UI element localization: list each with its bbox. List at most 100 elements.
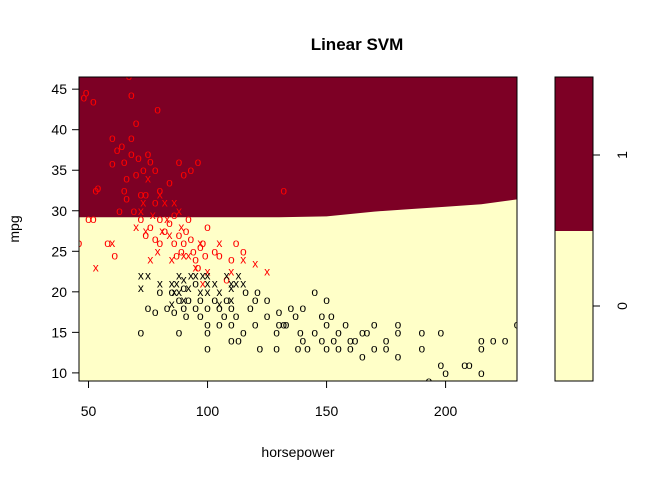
data-point-class-1: o — [166, 175, 173, 189]
data-point-class-0: x — [197, 285, 203, 299]
data-point-class-1: x — [186, 248, 192, 262]
data-point-class-1: x — [240, 252, 246, 266]
data-point-class-0: o — [359, 350, 366, 364]
data-point-class-1: o — [157, 184, 164, 198]
data-point-class-0: o — [152, 305, 159, 319]
data-point-class-0: o — [292, 309, 299, 323]
class-1-region — [79, 77, 517, 218]
data-point-class-1: o — [138, 212, 145, 226]
data-point-class-1: o — [178, 244, 185, 258]
data-point-class-1: o — [95, 181, 102, 195]
data-point-class-1: o — [195, 261, 202, 275]
data-point-class-0: o — [323, 293, 330, 307]
data-point-class-0: o — [197, 293, 204, 307]
data-point-class-0: o — [318, 334, 325, 348]
data-point-class-1: o — [180, 236, 187, 250]
data-point-class-1: x — [193, 261, 199, 275]
data-point-class-0: o — [383, 334, 390, 348]
data-point-class-1: o — [118, 139, 125, 153]
data-point-class-1: o — [223, 273, 230, 287]
data-point-class-1: x — [159, 224, 165, 238]
data-point-class-1: x — [150, 208, 156, 222]
data-point-class-1: o — [161, 224, 168, 238]
data-point-class-1: o — [228, 252, 235, 266]
data-point-class-1: o — [85, 212, 92, 226]
data-point-class-0: o — [252, 293, 259, 307]
data-point-class-0: x — [205, 285, 211, 299]
data-point-class-0: x — [228, 293, 234, 307]
data-point-class-0: o — [228, 301, 235, 315]
chart-title: Linear SVM — [311, 35, 404, 54]
data-point-class-1: o — [128, 131, 135, 145]
data-point-class-0: o — [426, 374, 433, 388]
data-point-class-1: o — [176, 155, 183, 169]
y-tick-label: 15 — [51, 324, 67, 340]
data-point-class-1: o — [135, 151, 142, 165]
data-point-class-1: o — [121, 155, 128, 169]
data-point-class-0: o — [442, 366, 449, 380]
data-point-class-1: x — [200, 277, 206, 291]
data-point-class-0: o — [197, 309, 204, 323]
data-point-class-0: o — [323, 317, 330, 331]
y-tick-label: 30 — [51, 203, 67, 219]
data-point-class-1: o — [76, 236, 83, 250]
data-point-class-1: o — [133, 116, 140, 130]
data-point-class-0: o — [283, 317, 290, 331]
data-point-class-1: o — [171, 208, 178, 222]
data-point-class-1: o — [123, 171, 130, 185]
data-point-class-0: x — [240, 277, 246, 291]
data-point-class-0: o — [323, 342, 330, 356]
data-point-class-0: o — [383, 342, 390, 356]
data-point-class-0: o — [216, 301, 223, 315]
data-point-class-1: x — [164, 212, 170, 226]
data-point-class-0: x — [224, 269, 230, 283]
data-point-class-0: o — [330, 334, 337, 348]
data-point-class-0: o — [242, 285, 249, 299]
data-point-class-1: o — [142, 228, 149, 242]
legend-border — [554, 76, 594, 382]
data-point-class-0: x — [138, 281, 144, 295]
data-point-class-0: o — [352, 334, 359, 348]
data-point-class-0: o — [395, 325, 402, 339]
data-point-class-1: o — [157, 236, 164, 250]
data-point-class-0: o — [247, 301, 254, 315]
data-point-class-0: o — [318, 309, 325, 323]
data-point-class-0: o — [461, 358, 468, 372]
data-point-class-1: o — [104, 236, 111, 250]
data-point-class-1: o — [130, 204, 137, 218]
data-point-class-0: o — [168, 285, 175, 299]
data-point-class-0: o — [192, 277, 199, 291]
data-point-class-1: x — [133, 220, 139, 234]
data-point-class-1: o — [202, 248, 209, 262]
data-point-class-1: o — [152, 196, 159, 210]
data-point-class-0: o — [273, 342, 280, 356]
points-class-0: oo oooooooooooooooooooooooooooooooooooooo… — [138, 269, 517, 388]
data-point-class-1: x — [216, 236, 222, 250]
data-point-class-1: x — [143, 224, 149, 238]
data-point-class-0: o — [342, 317, 349, 331]
data-point-class-1: o — [211, 244, 218, 258]
data-point-class-0: x — [236, 269, 242, 283]
data-point-class-1: o — [197, 240, 204, 254]
y-axis: 10 15 20 25 30 35 40 45 — [51, 81, 79, 381]
data-point-class-0: o — [183, 309, 190, 323]
data-point-class-1: x — [205, 265, 211, 279]
data-point-class-1: x — [147, 252, 153, 266]
data-point-class-1: o — [195, 155, 202, 169]
data-point-class-0: o — [252, 317, 259, 331]
data-point-class-0: o — [171, 305, 178, 319]
data-point-class-1: o — [152, 232, 159, 246]
data-point-class-0: o — [347, 342, 354, 356]
data-point-class-0: o — [437, 325, 444, 339]
data-point-class-1: o — [142, 188, 149, 202]
data-point-class-0: o — [299, 334, 306, 348]
data-point-class-1: o — [166, 216, 173, 230]
data-point-class-1: o — [126, 69, 133, 83]
data-point-class-0: o — [273, 325, 280, 339]
data-point-class-1: x — [171, 196, 177, 210]
data-point-class-0: o — [311, 325, 318, 339]
x-axis: 50 100 150 200 — [81, 381, 457, 419]
data-point-class-0: x — [188, 269, 194, 283]
data-point-class-1: o — [111, 248, 118, 262]
